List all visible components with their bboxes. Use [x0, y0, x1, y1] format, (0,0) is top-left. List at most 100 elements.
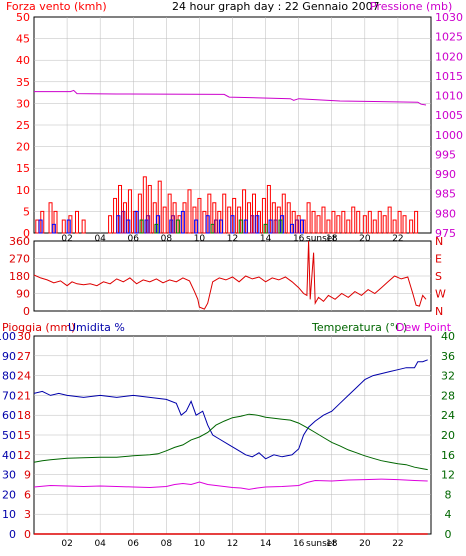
pressure-tick-label: 1030	[435, 11, 463, 24]
pressure-tick-label: 980	[435, 207, 456, 220]
dewpoint-axis-label: Dew Point	[396, 321, 452, 334]
pressure-tick-label: 985	[435, 188, 456, 201]
wind-speed-bar	[51, 223, 56, 234]
wind-gust-bar	[377, 210, 382, 234]
wind-gust-bar	[286, 202, 291, 234]
wind-gust-bar	[351, 206, 356, 234]
wind-speed-bar	[290, 223, 295, 234]
pressure-tick-label: 1000	[435, 129, 463, 142]
wind-gust-bar	[222, 193, 227, 234]
wind-speed-bar	[66, 219, 71, 234]
pressure-axis-label: Pressione (mb)	[370, 0, 452, 13]
wind-tick-label: 10	[16, 184, 30, 197]
compass-label: W	[435, 288, 446, 301]
rain-tick-label: 0	[24, 528, 31, 541]
pressure-tick-label: 1020	[435, 50, 463, 63]
wind-gust-bar	[402, 215, 407, 234]
wind-gust-bar	[356, 210, 361, 234]
temperature-tick-label: 12	[441, 469, 455, 482]
x-tick-label-bottom: 14	[260, 539, 272, 549]
wind-speed-bar	[250, 215, 255, 234]
rain-tick-label: 3	[24, 508, 31, 521]
rain-tick-label: 24	[17, 370, 31, 383]
temperature-tick-label: 36	[441, 350, 455, 363]
wind-tick-label: 0	[23, 227, 30, 240]
rain-tick-label: 9	[24, 469, 31, 482]
wind-gust-bar	[409, 219, 414, 234]
humidity-axis-label: Umidita %	[68, 321, 125, 334]
wind-speed-bar	[273, 219, 278, 234]
wind-gust-bar	[346, 219, 351, 234]
humidity-tick-label: 80	[2, 370, 16, 383]
wind-gust-bar	[331, 210, 336, 234]
wind-speed-bar	[175, 219, 180, 234]
temperature-tick-label: 20	[441, 429, 455, 442]
wind-tick-label: 25	[16, 119, 30, 132]
wind-axis-label: Forza vento (kmh)	[6, 0, 107, 13]
x-tick-label-top: 08	[161, 234, 173, 244]
pressure-tick-label: 1015	[435, 70, 463, 83]
wind-speed-bar	[268, 219, 273, 234]
temperature-line	[33, 413, 428, 471]
wind-speed-bar	[230, 215, 235, 234]
humidity-tick-label: 60	[2, 409, 16, 422]
wind-gust-bar	[372, 219, 377, 234]
humidity-tick-label: 70	[2, 389, 16, 402]
wind-tick-label: 5	[23, 205, 30, 218]
wind-speed-bar	[134, 210, 139, 234]
wind-gust-bar	[187, 189, 192, 234]
wind-gust-bar	[108, 215, 113, 234]
x-tick-label-bottom: 12	[227, 539, 238, 549]
temperature-tick-label: 16	[441, 449, 455, 462]
wind-speed-bar	[180, 210, 185, 234]
humidity-tick-label: 100	[0, 330, 16, 343]
temperature-tick-label: 24	[441, 409, 455, 422]
wind-gust-bar	[321, 206, 326, 234]
wind-speed-bar	[146, 215, 151, 234]
compass-label: N	[435, 235, 443, 248]
humidity-line	[33, 359, 428, 460]
wind-speed-bar	[278, 219, 283, 234]
wind-gust-bar	[341, 210, 346, 234]
wind-tick-label: 15	[16, 162, 30, 175]
wind-speed-bar	[116, 215, 121, 234]
wind-gust-bar	[197, 197, 202, 234]
rain-tick-label: 15	[17, 429, 31, 442]
pressure-tick-label: 995	[435, 148, 456, 161]
wind-speed-bar	[213, 219, 218, 234]
compass-label: E	[435, 253, 442, 266]
wind-gust-bar	[392, 219, 397, 234]
x-tick-label-top: 04	[94, 234, 106, 244]
wind-speed-bar	[263, 223, 268, 234]
pressure-tick-label: 990	[435, 168, 456, 181]
temperature-tick-label: 40	[441, 330, 455, 343]
pressure-tick-label: 975	[435, 227, 456, 240]
wind-gust-bar	[81, 219, 86, 234]
wind-speed-bar	[38, 219, 43, 234]
compass-label: S	[435, 270, 442, 283]
wind-speed-bar	[238, 219, 243, 234]
wind-speed-bar	[194, 219, 199, 234]
x-tick-label-top: 18	[326, 234, 338, 244]
wind-tick-label: 30	[16, 97, 30, 110]
humidity-tick-label: 90	[2, 350, 16, 363]
wind-tick-label: 40	[16, 54, 30, 67]
x-tick-label-top: 20	[359, 234, 371, 244]
temperature-tick-label: 4	[445, 508, 452, 521]
x-tick-label-top: 22	[392, 234, 403, 244]
rain-axis-label: Pioggia (mm)	[2, 321, 75, 334]
pressure-tick-label: 1010	[435, 90, 463, 103]
direction-tick-label: 90	[16, 288, 30, 301]
x-tick-label-bottom: 08	[161, 539, 173, 549]
x-tick-label-top: 06	[128, 234, 140, 244]
wind-tick-label: 45	[16, 33, 30, 46]
wind-gust-bar	[48, 202, 53, 234]
wind-tick-label: 20	[16, 141, 30, 154]
wind-gust-bar	[316, 215, 321, 234]
wind-gust-bar	[397, 210, 402, 234]
humidity-tick-label: 20	[2, 488, 16, 501]
wind-speed-bar	[295, 219, 300, 234]
direction-tick-label: 180	[9, 270, 30, 283]
x-tick-label-top: 10	[194, 234, 206, 244]
